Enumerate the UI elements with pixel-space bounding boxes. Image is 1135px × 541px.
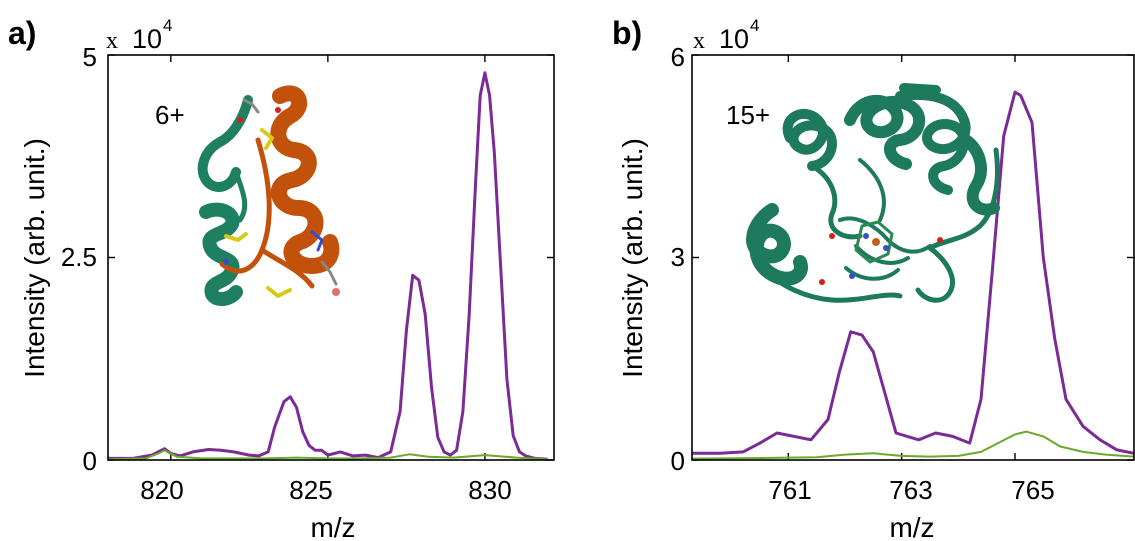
panel-b-series-green-line [691,430,1135,460]
panel-a-ytick-5: 5 [83,42,97,72]
panel-a-multiplier-x: x [106,28,118,54]
panel-b-ytick-6: 6 [671,42,685,72]
panel-b-ytick-3: 3 [671,242,685,272]
panel-a-xtick-830: 830 [468,475,511,505]
panel-a-xtick-825: 825 [289,475,332,505]
panel-a-axes-frame [107,54,555,461]
panel-b-axes-frame [691,54,1135,461]
panel-a: a) x 10 4 Intensity (arb. unit.) m/z 5 2… [8,15,555,541]
panel-b-xtick-763: 763 [889,475,932,505]
panel-b-ytick-0: 0 [671,446,685,476]
panel-b-series-purple-line [692,90,1135,455]
panel-a-multiplier-exponent: 4 [163,16,172,35]
panel-b-multiplier-x: x [693,28,705,54]
panel-b-protein-inset [746,83,1000,303]
panel-a-protein-inset [197,85,340,306]
panel-a-charge-annotation: 6+ [155,100,185,130]
panel-b-xtick-761: 761 [768,475,811,505]
panel-b-multiplier-base: 10 [719,24,749,54]
panel-a-series-green-line [107,449,548,461]
panel-b-xtick-765: 765 [1011,475,1054,505]
panel-a-label: a) [8,15,36,51]
panel-b-label: b) [612,15,642,51]
panel-a-xtick-820: 820 [140,475,183,505]
panel-a-xlabel: m/z [310,512,355,541]
panel-a-multiplier-base: 10 [132,24,162,54]
panel-a-ylabel: Intensity (arb. unit.) [19,138,50,378]
panel-a-ytick-0: 0 [83,446,97,476]
panel-b-charge-annotation: 15+ [726,100,770,130]
panel-b-ylabel: Intensity (arb. unit.) [617,138,648,378]
panel-b-multiplier-exponent: 4 [750,16,759,35]
panel-b-xlabel: m/z [889,512,934,541]
panel-a-ytick-2.5: 2.5 [61,242,97,272]
panel-b: b) x 10 4 Intensity (arb. unit.) m/z 6 3… [612,15,1135,541]
